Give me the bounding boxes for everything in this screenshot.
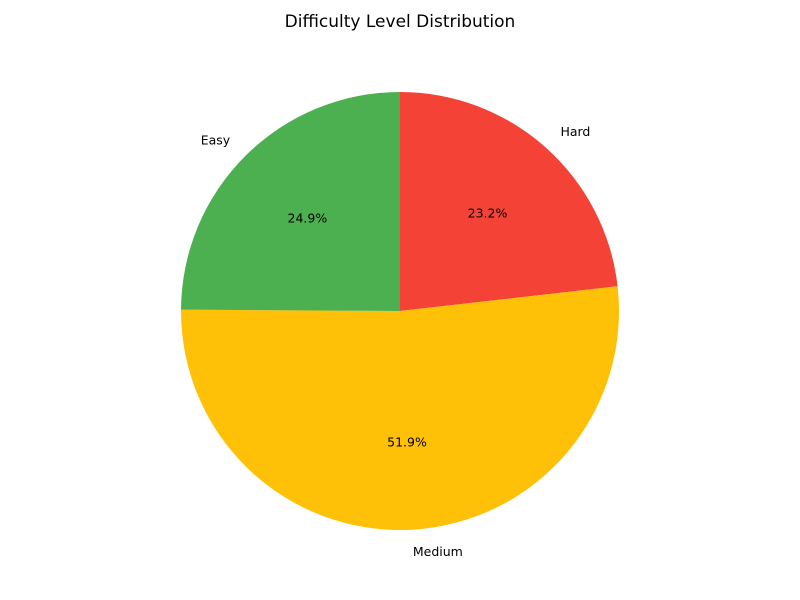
pie-pct-label-easy: 24.9% <box>288 210 328 225</box>
pie-slice-hard <box>400 92 618 311</box>
pie-category-label-easy: Easy <box>201 133 231 148</box>
pie-category-label-hard: Hard <box>560 124 590 139</box>
pie-pct-label-hard: 23.2% <box>468 205 508 220</box>
chart-title: Difficulty Level Distribution <box>284 12 516 32</box>
pie-slices <box>181 91 619 531</box>
pie-slice-medium <box>181 286 619 531</box>
pie-category-label-medium: Medium <box>413 544 463 559</box>
pie-labels: 23.2% Hard 51.9% Medium 24.9% Easy <box>201 124 591 559</box>
pie-slice-easy <box>181 91 400 312</box>
pie-pct-label-medium: 51.9% <box>387 435 427 450</box>
